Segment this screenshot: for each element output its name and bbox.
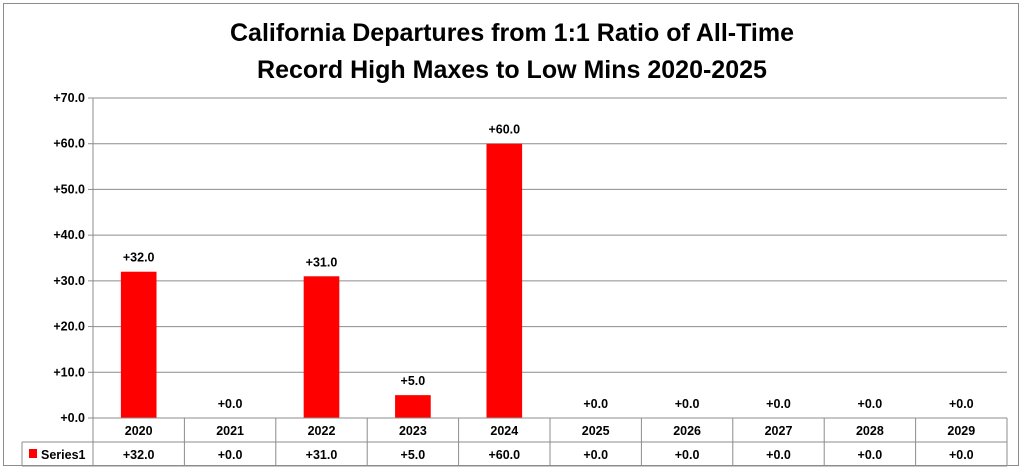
x-category-2023: 2023	[399, 424, 427, 438]
y-tick-label-60: +60.0	[53, 137, 85, 151]
bar-2024	[486, 143, 523, 418]
y-tick-label-10: +10.0	[53, 365, 85, 379]
data-label-2024: +60.0	[488, 123, 520, 137]
table-cell-2028: +0.0	[858, 448, 883, 462]
y-tick-label-0: +0.0	[60, 411, 85, 425]
x-category-2027: 2027	[765, 424, 793, 438]
chart-title-line-1: California Departures from 1:1 Ratio of …	[230, 19, 794, 47]
data-label-2025: +0.0	[583, 397, 608, 411]
bars	[120, 143, 523, 418]
data-table: 2020 +32.0 2021 +0.0 2022 +31.0 2023 +5.0 2024 +6…	[21, 417, 1008, 467]
x-category-2021: 2021	[216, 424, 244, 438]
legend-series-name: Series1	[41, 448, 86, 462]
table-cell-2023: +5.0	[401, 448, 426, 462]
x-category-2026: 2026	[673, 424, 701, 438]
x-category-2029: 2029	[947, 424, 975, 438]
y-tick-label-20: +20.0	[53, 320, 85, 334]
legend-key-series1	[29, 449, 37, 458]
table-cell-2025: +0.0	[583, 448, 608, 462]
table-cell-2024: +60.0	[488, 448, 520, 462]
x-category-2025: 2025	[582, 424, 610, 438]
y-tick-label-40: +40.0	[53, 228, 85, 242]
data-label-2022: +31.0	[306, 255, 338, 269]
y-tick-label-70: +70.0	[53, 91, 85, 105]
gridlines	[93, 97, 1007, 373]
x-category-2028: 2028	[856, 424, 884, 438]
data-label-2029: +0.0	[949, 397, 974, 411]
table-cell-2021: +0.0	[218, 448, 243, 462]
data-label-2021: +0.0	[218, 397, 243, 411]
y-axis-ticks: +0.0 +10.0 +20.0 +30.0 +40.0 +50.0 +60.0 +70.0	[53, 91, 94, 466]
chart-title-line-2: Record High Maxes to Low Mins 2020-2025	[257, 56, 767, 84]
table-cell-2020: +32.0	[123, 448, 155, 462]
table-cell-2022: +31.0	[306, 448, 338, 462]
table-cell-2029: +0.0	[949, 448, 974, 462]
bar-2022	[303, 276, 340, 418]
table-cell-2026: +0.0	[675, 448, 700, 462]
data-labels: +32.0 +0.0 +31.0 +5.0 +60.0 +0.0 +0.0 +0.0 +0.0 +…	[123, 123, 974, 411]
y-tick-label-30: +30.0	[53, 274, 85, 288]
x-category-2024: 2024	[490, 424, 518, 438]
table-cell-2027: +0.0	[766, 448, 791, 462]
data-label-2027: +0.0	[766, 397, 791, 411]
data-label-2026: +0.0	[675, 397, 700, 411]
x-category-2022: 2022	[308, 424, 336, 438]
y-tick-label-50: +50.0	[53, 182, 85, 196]
bar-2023	[395, 395, 431, 418]
data-label-2023: +5.0	[401, 374, 426, 388]
data-label-2020: +32.0	[123, 251, 155, 265]
bar-2020	[120, 271, 157, 418]
x-category-2020: 2020	[125, 424, 153, 438]
data-label-2028: +0.0	[858, 397, 883, 411]
